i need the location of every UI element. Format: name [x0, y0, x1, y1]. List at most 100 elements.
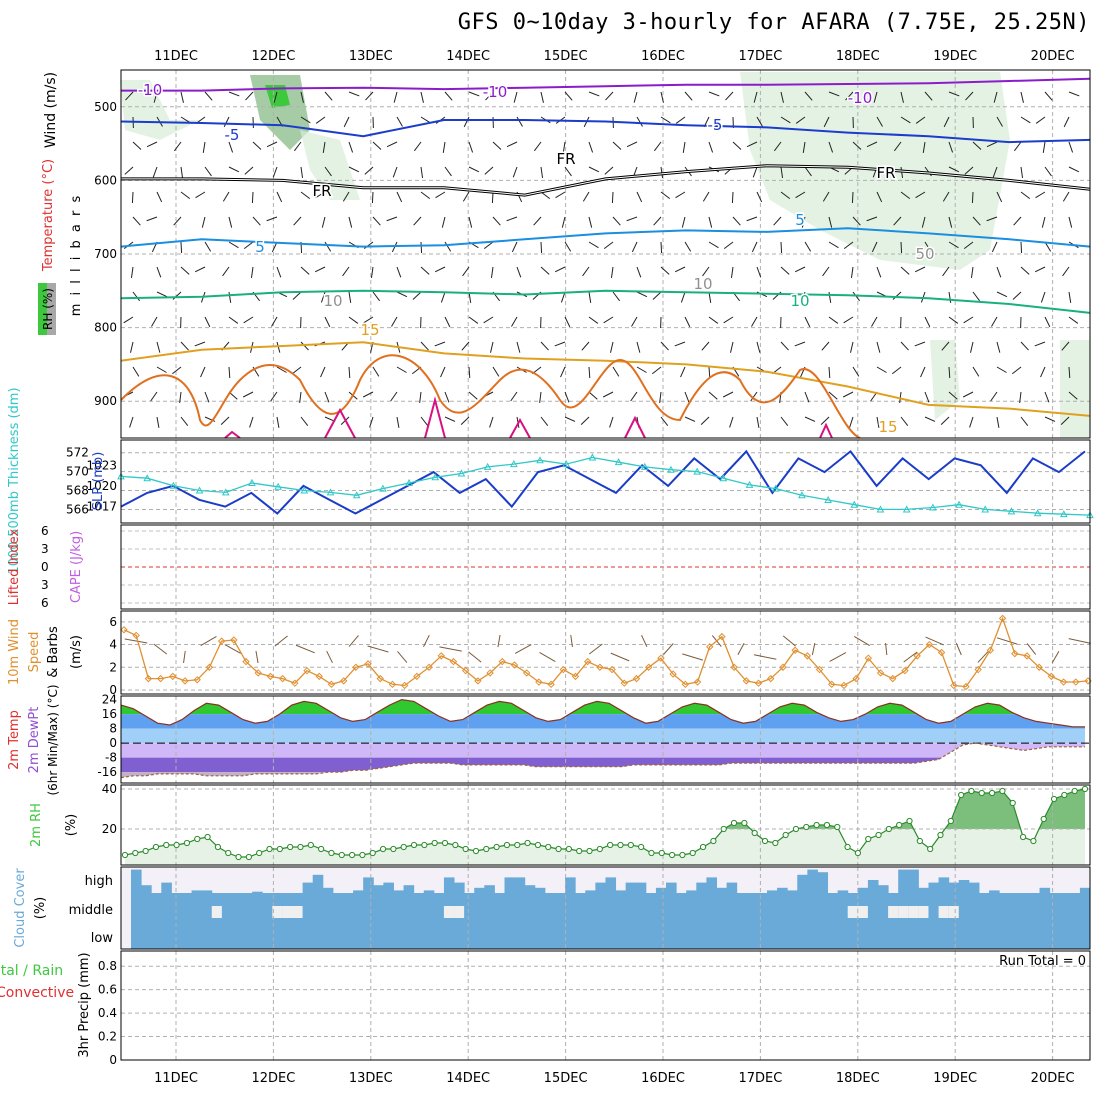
- date-label-bottom: 15DEC: [544, 1071, 588, 1086]
- rh-point: [639, 844, 644, 849]
- high-cloud-bar: [404, 885, 415, 893]
- wind-barb: [642, 635, 647, 647]
- rh-point: [329, 850, 334, 855]
- rh-point: [1000, 788, 1005, 793]
- wind-barb: [301, 192, 310, 199]
- wind-barb: [277, 267, 281, 277]
- wind-barb: [1021, 342, 1029, 350]
- high-cloud-bar: [313, 875, 324, 893]
- wind-barb: [507, 217, 517, 221]
- wind-barb: [147, 142, 157, 147]
- wind-barb: [781, 342, 789, 350]
- wind-barb: [661, 417, 668, 426]
- wind-barb: [514, 92, 517, 103]
- contour-label: 10: [693, 275, 712, 293]
- wind-barb: [1069, 92, 1079, 96]
- rh-point: [876, 832, 881, 837]
- wind-barb: [637, 367, 647, 373]
- wind-barb: [893, 292, 901, 300]
- cloud-row-label: middle: [69, 903, 113, 918]
- wind-barb: [229, 367, 230, 378]
- wind-barb: [414, 142, 421, 151]
- wind-barb: [997, 292, 1007, 297]
- wind-barb: [709, 392, 717, 399]
- wind-barb: [1021, 242, 1022, 253]
- wind-barb: [387, 142, 397, 147]
- wind-barb: [152, 317, 158, 327]
- wind-barb: [327, 651, 333, 663]
- wind-barb: [435, 267, 445, 272]
- rh-point: [659, 850, 664, 855]
- temp-tick-label: 24: [102, 693, 117, 707]
- wind-barb: [1021, 167, 1023, 178]
- wind-barb: [661, 267, 669, 274]
- y-label-2m-rh: 2m RH: [29, 803, 44, 847]
- high-cloud-bar: [131, 870, 142, 893]
- wind-barb: [349, 167, 359, 172]
- wind-barb: [205, 317, 210, 327]
- wind-barb: [256, 651, 258, 663]
- wind-barb: [676, 117, 685, 123]
- wind-barb: [363, 392, 373, 397]
- wind-barb: [321, 367, 325, 377]
- wind-barb: [956, 643, 961, 655]
- precip-tick-label: 0.8: [98, 959, 117, 973]
- wind-barb: [725, 92, 733, 100]
- wind-barb: [754, 655, 776, 659]
- wind-barb: [1035, 267, 1045, 272]
- contour-label: -5: [708, 116, 723, 134]
- wind-barb: [852, 192, 853, 203]
- wind-barb: [223, 192, 229, 201]
- wind-barb: [915, 342, 925, 346]
- wind-barb: [421, 417, 428, 426]
- wind-barb: [709, 242, 718, 248]
- wind-barb: [685, 392, 689, 402]
- wind-barb: [1069, 167, 1079, 172]
- temp-tick-label: -16: [97, 765, 117, 779]
- rh-point: [711, 838, 716, 843]
- wind-barb: [343, 267, 349, 276]
- wind-barb: [561, 367, 565, 377]
- y-label-cape: CAPE (J/kg): [69, 531, 84, 603]
- high-cloud-bar: [989, 890, 1000, 893]
- y-label-wind: Wind (m/s): [43, 72, 59, 148]
- wind-barb: [732, 192, 733, 203]
- wind-barb: [757, 417, 759, 428]
- wind-barb: [491, 267, 493, 278]
- isotherm-line: [121, 291, 1090, 313]
- contour-label: 5: [255, 238, 265, 256]
- wind-barb: [709, 92, 719, 96]
- rh-point: [411, 842, 416, 847]
- wind-barb: [997, 267, 1001, 277]
- rh-point: [556, 846, 561, 851]
- rh-point: [380, 846, 385, 851]
- wind-barb: [1021, 192, 1030, 199]
- wind-barb: [877, 342, 880, 353]
- wind-barb: [589, 392, 597, 399]
- wind-barb: [325, 242, 331, 251]
- wind-barb: [397, 267, 401, 277]
- wind-barb: [709, 217, 712, 228]
- wind-barb: [205, 242, 211, 251]
- rh-point: [762, 838, 767, 843]
- wind-barb: [1052, 651, 1059, 663]
- wind-barb: [181, 167, 183, 178]
- wind-barb: [731, 342, 733, 353]
- wind-barb: [583, 192, 589, 201]
- wind-barb: [1041, 367, 1045, 377]
- rh-point: [1082, 786, 1087, 791]
- wind-tick-label: 2: [109, 660, 117, 674]
- high-cloud-bar: [605, 877, 616, 893]
- wind-barb: [823, 267, 829, 276]
- wind-barb: [821, 417, 829, 425]
- wind-barb: [1012, 367, 1021, 374]
- date-label-top: 12DEC: [251, 49, 295, 64]
- rh-point: [1062, 792, 1067, 797]
- low-cloud-block: [131, 893, 1090, 949]
- wind-barb: [925, 417, 935, 421]
- rh-point: [453, 842, 458, 847]
- wind-barb: [752, 242, 757, 252]
